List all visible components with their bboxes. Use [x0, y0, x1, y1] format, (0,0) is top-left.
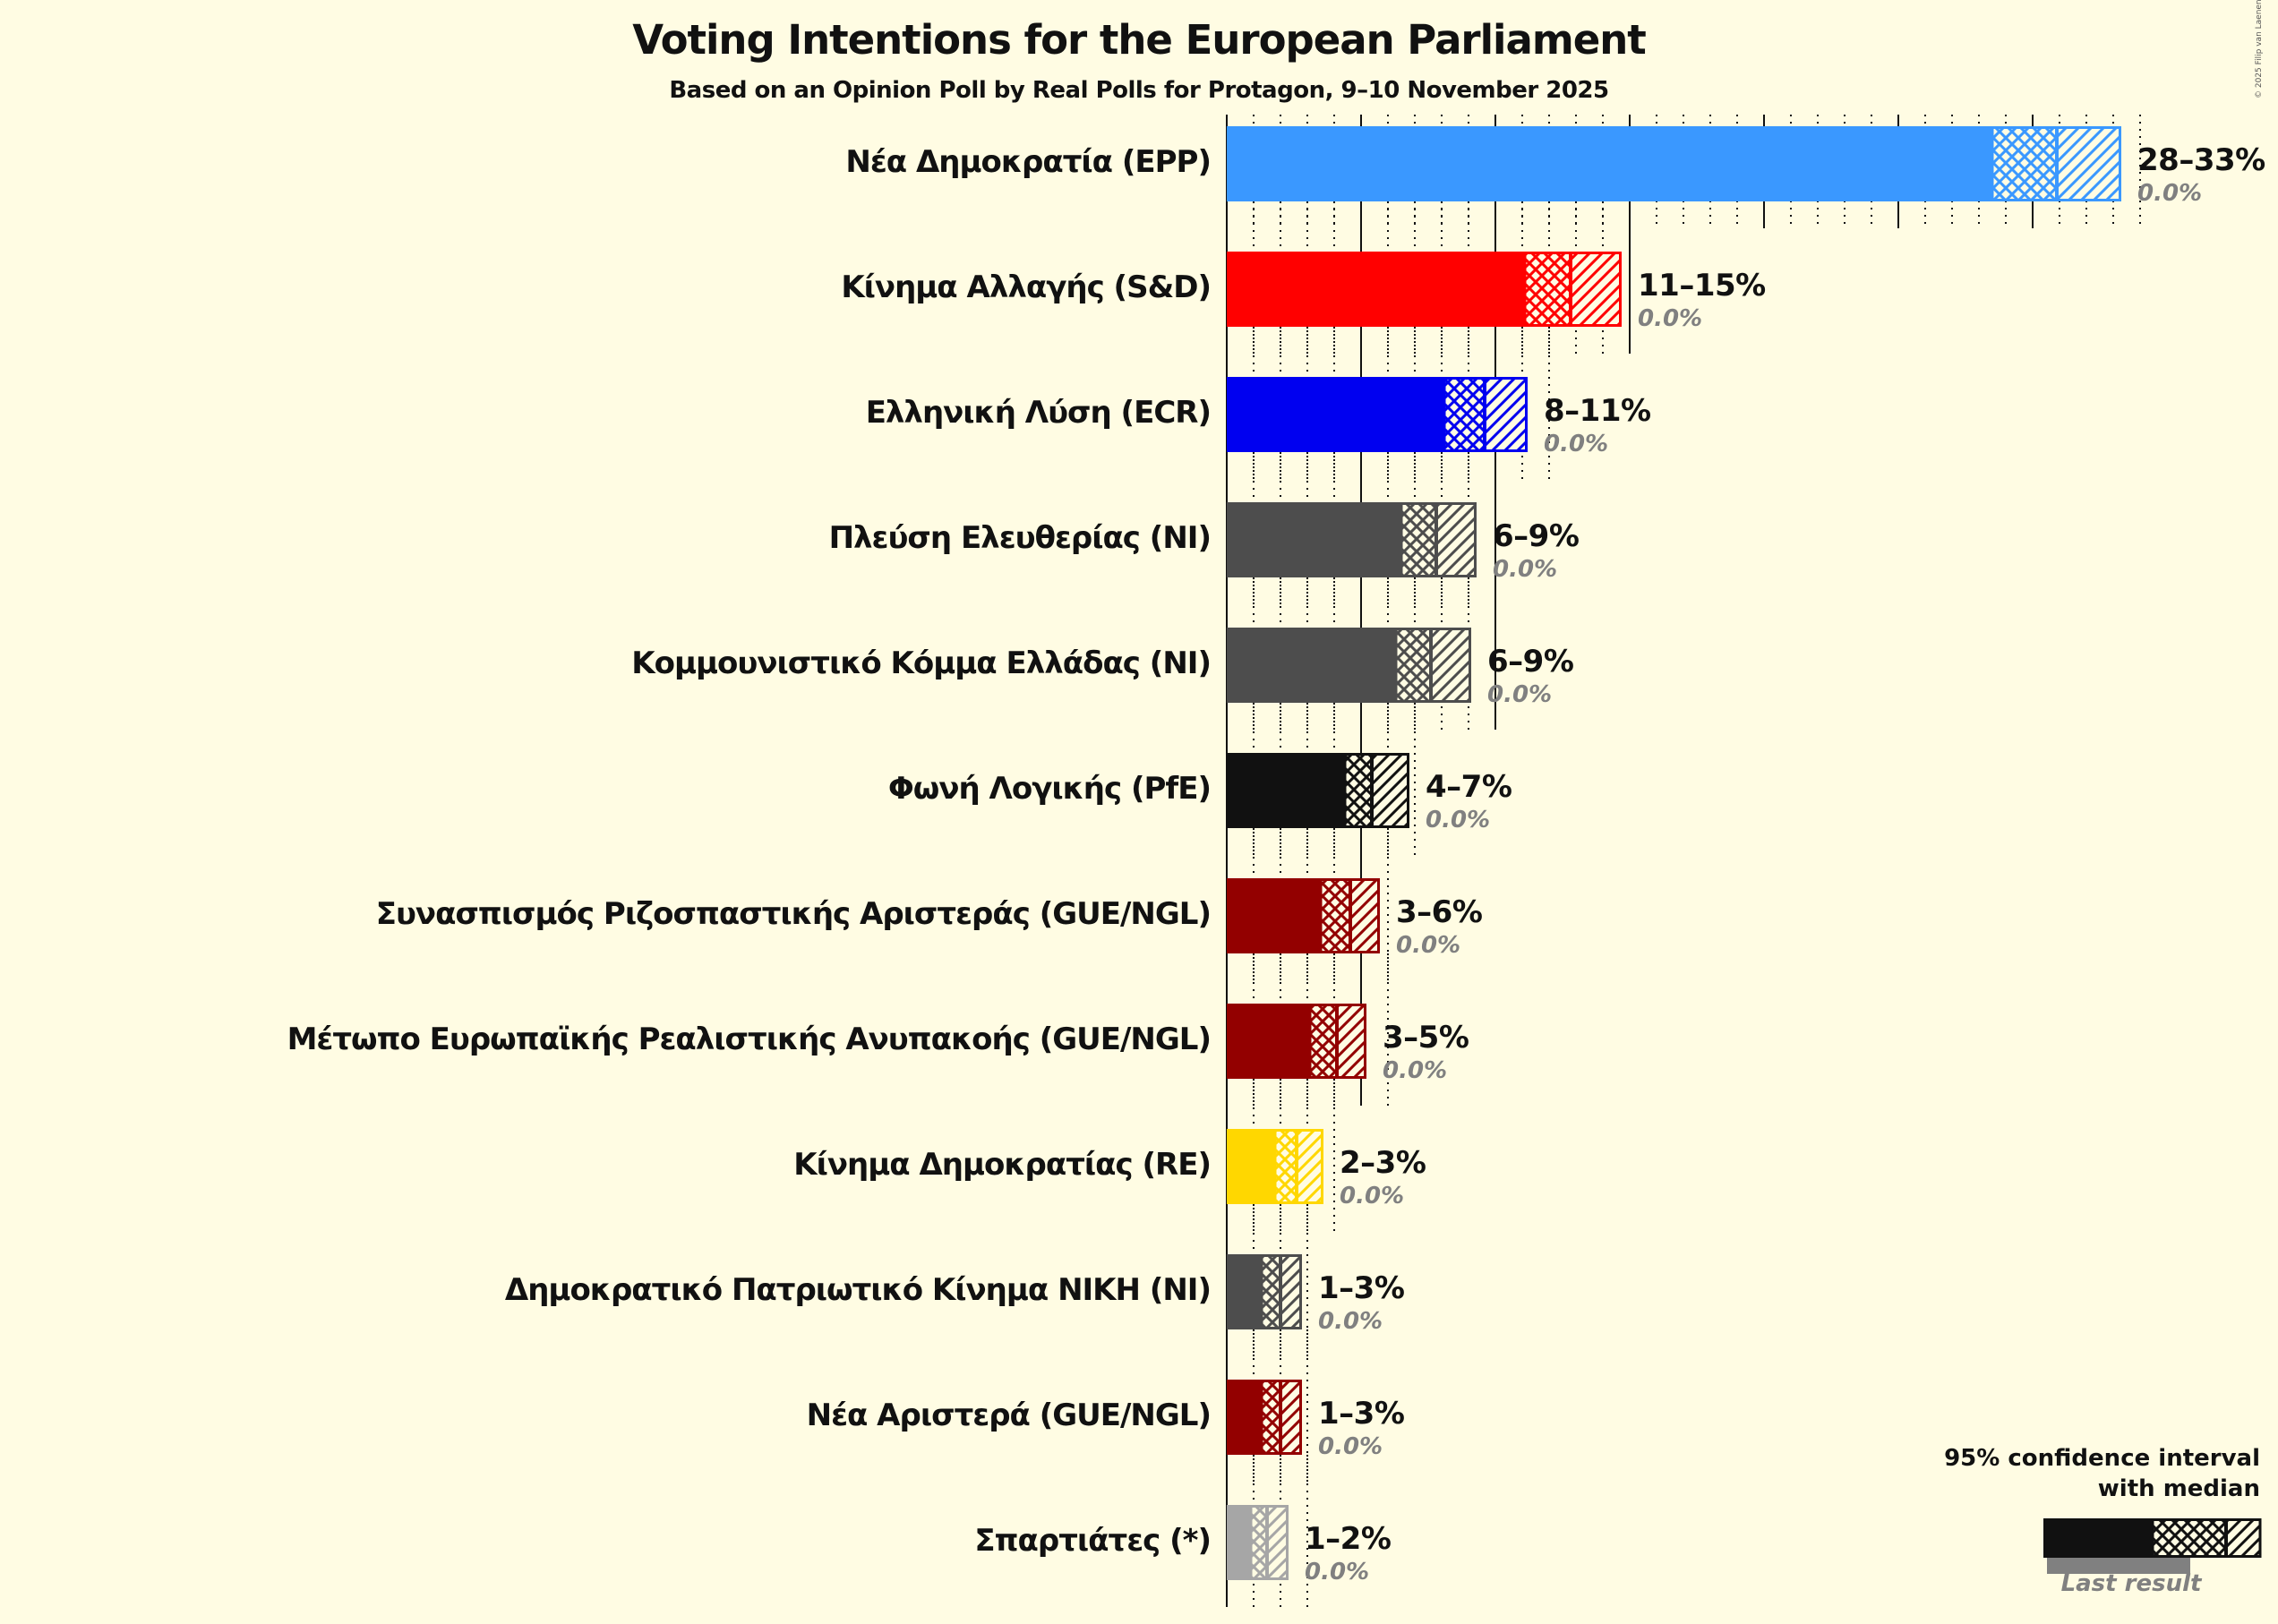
- gridlines: [1226, 115, 2141, 1607]
- bar-solid: [1227, 753, 1345, 828]
- bar-group: [1227, 1004, 1366, 1079]
- ci-range-label: 4–7%: [1426, 769, 1512, 805]
- legend-graphic: [2043, 1518, 2262, 1574]
- category-label: Σπαρτιάτες (*): [974, 1523, 1212, 1559]
- legend-cross-swatch: [2153, 1520, 2226, 1556]
- bar-solid: [1227, 252, 1525, 327]
- last-result-label: 0.0%: [1638, 305, 1703, 332]
- bar-ci-lower: [1345, 756, 1372, 825]
- bar-ci-upper: [1350, 881, 1377, 951]
- category-label: Μέτωπο Ευρωπαϊκής Ρεαλιστικής Ανυπακοής …: [287, 1021, 1212, 1057]
- bar-ci-lower: [1262, 1382, 1280, 1452]
- last-result-label: 0.0%: [1318, 1308, 1383, 1335]
- bar-ci-upper: [1337, 1006, 1364, 1076]
- ci-range-label: 1–3%: [1318, 1396, 1405, 1432]
- category-label: Ελληνική Λύση (ECR): [865, 395, 1212, 431]
- last-result-label: 0.0%: [1340, 1183, 1405, 1209]
- bar-solid: [1227, 628, 1396, 703]
- bar-ci-upper: [1280, 1257, 1299, 1327]
- bar-group: [1227, 1505, 1289, 1580]
- last-result-label: 0.0%: [1426, 807, 1491, 833]
- legend-hatch-swatch: [2226, 1520, 2260, 1556]
- legend-title: 95% confidence interval with median: [1944, 1445, 2260, 1502]
- bar-ci-lower: [1525, 254, 1571, 324]
- bars: [1227, 126, 2121, 1580]
- bar-ci-lower: [1992, 129, 2057, 199]
- legend-last-result-label: Last result: [2060, 1570, 2202, 1597]
- bar-ci-upper: [1372, 756, 1407, 825]
- category-label: Συνασπισμός Ριζοσπαστικής Αριστεράς (GUE…: [375, 896, 1212, 932]
- bar-ci-upper: [1436, 505, 1474, 575]
- bar-group: [1227, 126, 2121, 201]
- last-result-label: 0.0%: [1544, 431, 1609, 457]
- bar-ci-upper: [1297, 1132, 1321, 1201]
- legend-last-result-swatch: [2047, 1558, 2190, 1574]
- bar-ci-lower: [1396, 630, 1431, 700]
- category-label: Νέα Δημοκρατία (EPP): [845, 144, 1212, 180]
- ci-range-label: 2–3%: [1340, 1145, 1426, 1181]
- category-label: Κίνημα Δημοκρατίας (RE): [793, 1147, 1212, 1183]
- category-label: Δημοκρατικό Πατριωτικό Κίνημα ΝΙΚΗ (NI): [504, 1272, 1212, 1308]
- bar-ci-upper: [2057, 129, 2119, 199]
- last-result-label: 0.0%: [1305, 1559, 1370, 1586]
- category-label: Φωνή Λογικής (PfE): [887, 771, 1212, 807]
- bar-ci-lower: [1444, 380, 1485, 449]
- category-label: Κομμουνιστικό Κόμμα Ελλάδας (NI): [631, 645, 1212, 681]
- last-result-label: 0.0%: [1493, 556, 1558, 583]
- bar-ci-lower: [1401, 505, 1436, 575]
- bar-group: [1227, 377, 1528, 452]
- last-result-label: 0.0%: [1487, 681, 1553, 708]
- bar-group: [1227, 628, 1471, 703]
- category-label: Πλεύση Ελευθερίας (NI): [828, 520, 1212, 556]
- chart-subtitle: Based on an Opinion Poll by Real Polls f…: [669, 77, 1609, 104]
- last-result-label: 0.0%: [1383, 1057, 1448, 1084]
- bar-ci-lower: [1251, 1508, 1267, 1577]
- bar-ci-lower: [1310, 1006, 1337, 1076]
- bar-ci-upper: [1267, 1508, 1286, 1577]
- bar-ci-upper: [1280, 1382, 1299, 1452]
- bar-group: [1227, 502, 1477, 577]
- ci-range-label: 8–11%: [1544, 393, 1651, 429]
- bar-ci-lower: [1262, 1257, 1280, 1327]
- last-result-label: 0.0%: [1318, 1433, 1383, 1460]
- bar-solid: [1227, 878, 1321, 953]
- ci-range-label: 3–5%: [1383, 1020, 1469, 1056]
- category-label: Κίνημα Αλλαγής (S&D): [841, 269, 1212, 305]
- chart-title: Voting Intentions for the European Parli…: [632, 16, 1647, 64]
- bar-group: [1227, 1129, 1323, 1204]
- bar-solid: [1227, 377, 1444, 452]
- last-result-label: 0.0%: [2137, 180, 2203, 207]
- bar-ci-lower: [1275, 1132, 1297, 1201]
- ci-range-label: 3–6%: [1396, 894, 1483, 930]
- ci-range-label: 28–33%: [2137, 142, 2265, 178]
- bar-solid: [1227, 1254, 1262, 1329]
- ci-range-label: 6–9%: [1493, 518, 1580, 554]
- bar-group: [1227, 878, 1380, 953]
- bar-ci-upper: [1485, 380, 1525, 449]
- ci-range-label: 11–15%: [1638, 268, 1766, 303]
- bar-ci-upper: [1571, 254, 1619, 324]
- bar-solid: [1227, 126, 1992, 201]
- bar-solid: [1227, 1004, 1310, 1079]
- ci-range-label: 1–3%: [1318, 1270, 1405, 1306]
- bar-solid: [1227, 1129, 1275, 1204]
- legend-solid-swatch: [2043, 1518, 2153, 1558]
- ci-range-label: 6–9%: [1487, 644, 1574, 680]
- ci-range-label: 1–2%: [1305, 1521, 1392, 1557]
- bar-solid: [1227, 1380, 1262, 1455]
- bar-ci-lower: [1321, 881, 1350, 951]
- bar-group: [1227, 252, 1622, 327]
- bar-group: [1227, 1254, 1302, 1329]
- bar-ci-upper: [1431, 630, 1469, 700]
- bar-solid: [1227, 502, 1401, 577]
- bar-group: [1227, 753, 1409, 828]
- last-result-label: 0.0%: [1396, 932, 1461, 959]
- category-label: Νέα Αριστερά (GUE/NGL): [806, 1397, 1212, 1433]
- bar-solid: [1227, 1505, 1251, 1580]
- bar-group: [1227, 1380, 1302, 1455]
